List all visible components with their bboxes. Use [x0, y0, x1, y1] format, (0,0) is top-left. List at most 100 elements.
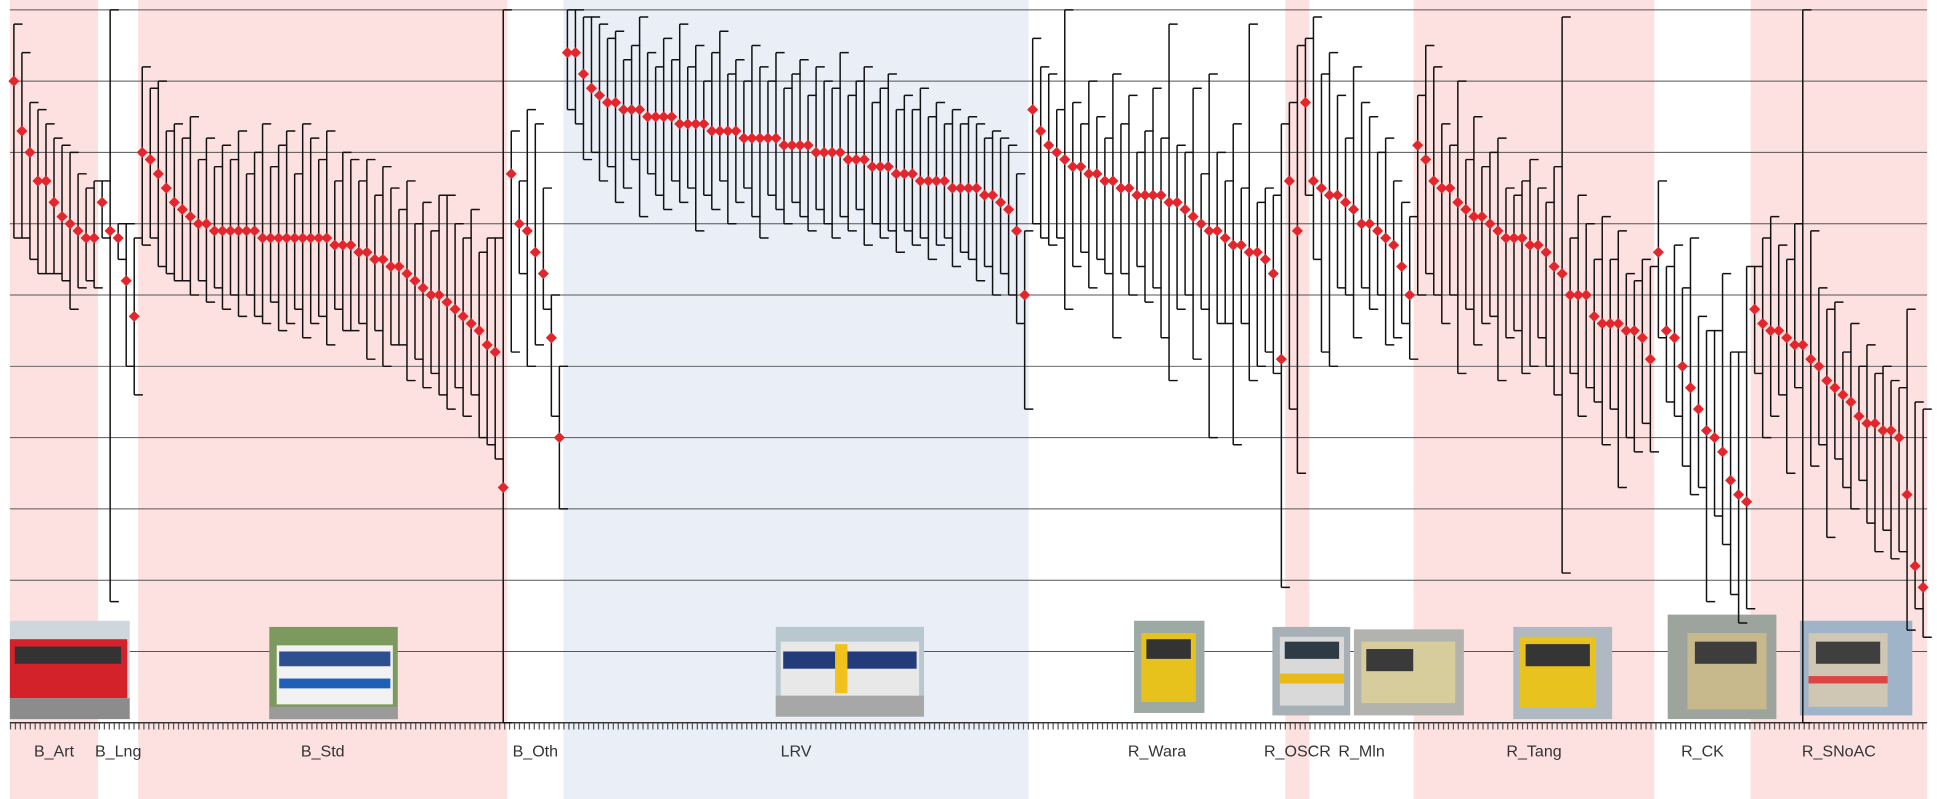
- point: [1829, 382, 1841, 394]
- error-bar: [542, 187, 552, 311]
- point: [1652, 246, 1664, 258]
- point: [1901, 489, 1913, 501]
- point: [1893, 432, 1905, 444]
- point: [1588, 310, 1600, 322]
- error-bar: [1248, 23, 1258, 382]
- point: [1171, 196, 1183, 208]
- error-bar: [1152, 87, 1162, 289]
- error-bar: [1352, 66, 1363, 339]
- point: [1708, 432, 1721, 444]
- point: [1107, 175, 1119, 187]
- point: [650, 111, 662, 123]
- error-bar: [574, 9, 585, 125]
- point: [1227, 239, 1239, 251]
- error-bar: [1657, 180, 1668, 339]
- point: [1877, 424, 1889, 437]
- error-bar: [1729, 351, 1740, 596]
- point: [1404, 289, 1416, 301]
- error-bar: [1737, 351, 1748, 624]
- point: [401, 268, 413, 280]
- error-bar: [759, 66, 769, 239]
- point: [978, 189, 991, 201]
- error-bar: [510, 130, 520, 353]
- error-bar: [45, 123, 55, 275]
- point: [1444, 182, 1456, 194]
- point: [1757, 318, 1769, 330]
- point: [8, 75, 20, 87]
- point: [954, 182, 967, 194]
- group-label: B_Art: [34, 744, 75, 761]
- error-bar: [406, 180, 416, 382]
- point: [1259, 253, 1271, 265]
- error-bar: [919, 87, 930, 239]
- error-bar: [638, 16, 649, 218]
- point: [1564, 289, 1576, 301]
- point: [1636, 332, 1648, 344]
- error-bar: [815, 66, 825, 211]
- point: [938, 175, 950, 187]
- point: [1428, 175, 1440, 187]
- error-bar: [903, 94, 913, 232]
- point: [32, 175, 44, 187]
- group-label: R_CK: [1681, 744, 1724, 761]
- photo-train-oscar: [1272, 626, 1351, 716]
- error-bar: [654, 66, 665, 196]
- error-bar: [414, 222, 424, 360]
- error-bar: [1537, 187, 1547, 339]
- group-label: R_Wara: [1128, 744, 1186, 761]
- point: [882, 161, 894, 173]
- group-label: B_Oth: [513, 744, 558, 761]
- error-bar: [1208, 73, 1218, 439]
- point: [1436, 182, 1448, 194]
- point: [1083, 168, 1095, 180]
- point: [1323, 189, 1336, 201]
- error-bar: [1513, 194, 1523, 332]
- point: [1733, 489, 1745, 501]
- point: [1035, 125, 1047, 137]
- point: [393, 260, 405, 273]
- error-bar: [1328, 51, 1339, 368]
- point: [1556, 268, 1568, 280]
- error-bar: [1777, 244, 1788, 396]
- error-bar: [309, 137, 320, 325]
- point: [257, 232, 269, 244]
- error-bar: [1545, 201, 1555, 368]
- error-bar: [678, 23, 689, 204]
- error-bar: [775, 51, 785, 211]
- error-bar: [1874, 372, 1884, 553]
- point: [1380, 232, 1392, 244]
- point: [1821, 375, 1833, 387]
- point: [1789, 339, 1801, 351]
- error-bar: [1240, 187, 1250, 325]
- point: [1612, 318, 1624, 330]
- point: [818, 146, 830, 158]
- error-bar: [1769, 215, 1780, 417]
- point: [1315, 182, 1328, 194]
- point: [1741, 496, 1753, 508]
- error-bar: [1505, 187, 1515, 339]
- error-bar: [1055, 108, 1066, 239]
- error-bar: [1673, 244, 1684, 417]
- error-bar: [1312, 16, 1323, 261]
- point: [1051, 146, 1063, 158]
- point: [1115, 182, 1127, 194]
- point: [80, 232, 92, 244]
- group-label: B_Std: [301, 744, 345, 761]
- error-bar: [1898, 386, 1908, 553]
- error-bar: [1810, 230, 1820, 467]
- error-bar: [799, 59, 809, 218]
- error-bar: [1096, 116, 1106, 261]
- point: [946, 182, 959, 194]
- error-bar: [1039, 66, 1050, 239]
- point: [1845, 396, 1857, 408]
- error-bar: [534, 123, 544, 346]
- point: [1219, 232, 1231, 244]
- error-bar: [101, 180, 111, 239]
- error-bar: [887, 73, 897, 232]
- error-bar: [1120, 123, 1130, 275]
- error-bar: [622, 59, 633, 189]
- point: [1091, 168, 1103, 180]
- point: [585, 82, 598, 94]
- error-bar: [1826, 308, 1836, 539]
